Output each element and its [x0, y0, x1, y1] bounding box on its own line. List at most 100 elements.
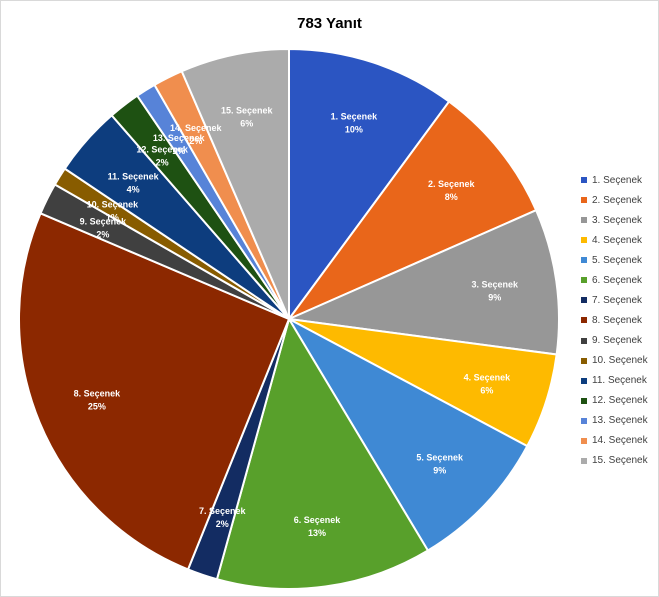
pie-slice [285, 208, 560, 356]
slice-label-percent: 2% [96, 229, 109, 239]
legend-label: 8. Seçenek [592, 314, 643, 326]
slice-label: 7. Seçenek 2% [199, 506, 247, 529]
slice-label-name: 12. Seçenek [136, 144, 189, 154]
legend-item: 2. Seçenek [581, 190, 648, 210]
slice-label: 14. Seçenek 2% [170, 123, 223, 146]
slice-label: 4. Seçenek 6% [464, 373, 512, 396]
legend-label: 9. Seçenek [592, 335, 643, 347]
slice-label: 2. Seçenek 8% [428, 179, 476, 202]
slice-label-percent: 10% [345, 125, 363, 135]
slice-label: 10. Seçenek 1% [87, 199, 140, 222]
slice-label: 9. Seçenek 2% [80, 216, 128, 239]
legend-label: 12. Seçenek [592, 395, 648, 407]
legend-swatch-icon [581, 337, 587, 344]
slice-label-name: 9. Seçenek [80, 216, 128, 226]
slice-label-name: 7. Seçenek [199, 506, 247, 516]
legend-item: 15. Seçenek [581, 451, 648, 471]
legend-label: 2. Seçenek [592, 194, 643, 206]
legend-swatch-icon [581, 317, 587, 324]
pie-slice [18, 212, 291, 571]
legend-swatch-icon [581, 357, 587, 364]
legend-item: 5. Seçenek [581, 250, 648, 270]
legend-label: 10. Seçenek [592, 355, 648, 367]
slice-label-name: 11. Seçenek [108, 172, 160, 182]
slice-label: 15. Seçenek 6% [221, 105, 274, 128]
legend-swatch-icon [581, 177, 587, 184]
slice-label-percent: 1% [106, 212, 119, 222]
legend-label: 4. Seçenek [592, 234, 643, 246]
slice-label-percent: 6% [240, 118, 253, 128]
legend-swatch-icon [581, 377, 587, 384]
legend-swatch-icon [581, 297, 587, 304]
legend-label: 1. Seçenek [592, 174, 643, 186]
slice-label: 11. Seçenek 4% [108, 172, 160, 195]
legend-item: 9. Seçenek [581, 331, 648, 351]
legend-item: 12. Seçenek [581, 391, 648, 411]
legend-swatch-icon [581, 217, 587, 224]
slice-label-percent: 9% [488, 293, 501, 303]
legend-item: 14. Seçenek [581, 431, 648, 451]
chart-title: 783 Yanıt [297, 15, 362, 32]
slice-label-name: 8. Seçenek [74, 389, 122, 399]
legend-label: 11. Seçenek [592, 375, 647, 387]
slice-label: 8. Seçenek 25% [74, 389, 122, 412]
slice-label-percent: 4% [127, 185, 140, 195]
pie-slice [286, 316, 529, 552]
legend-item: 10. Seçenek [581, 351, 648, 371]
legend-label: 3. Seçenek [592, 214, 643, 226]
pie-slice [285, 100, 538, 322]
legend-swatch-icon [581, 397, 587, 404]
legend-label: 5. Seçenek [592, 254, 643, 266]
pie-chart: 1. Seçenek 10% 2. Seçenek 8% 3. Seçenek 9% 4. … [18, 47, 560, 590]
legend-item: 7. Seçenek [581, 290, 648, 310]
slice-label-percent: 2% [216, 519, 229, 529]
legend-item: 13. Seçenek [581, 411, 648, 431]
slice-label-percent: 8% [445, 192, 458, 202]
legend-item: 11. Seçenek [581, 371, 648, 391]
legend-item: 4. Seçenek [581, 230, 648, 250]
slice-label-name: 1. Seçenek [331, 112, 379, 122]
slice-label: 5. Seçenek 9% [416, 452, 464, 475]
slice-label-percent: 25% [88, 402, 106, 412]
slice-label-percent: 9% [433, 465, 446, 475]
legend-label: 15. Seçenek [592, 455, 648, 467]
slice-label-percent: 2% [189, 136, 202, 146]
legend-swatch-icon [581, 417, 587, 424]
legend-item: 1. Seçenek [581, 170, 648, 190]
legend-item: 6. Seçenek [581, 270, 648, 290]
slice-label-percent: 6% [480, 386, 493, 396]
slice-label-name: 14. Seçenek [170, 123, 223, 133]
legend-label: 6. Seçenek [592, 274, 643, 286]
legend-swatch-icon [581, 457, 587, 464]
legend-swatch-icon [581, 197, 587, 204]
pie-slice [215, 316, 430, 590]
slice-label-name: 15. Seçenek [221, 105, 274, 115]
slice-label-percent: 1% [172, 146, 185, 156]
legend-label: 13. Seçenek [592, 415, 648, 427]
slice-label-name: 3. Seçenek [472, 280, 520, 290]
legend: 1. Seçenek 2. Seçenek 3. Seçenek 4. Seçe… [581, 170, 648, 471]
slice-label: 13. Seçenek 1% [153, 133, 206, 156]
slice-label-name: 10. Seçenek [87, 199, 140, 209]
slice-label-name: 4. Seçenek [464, 373, 512, 383]
pie-slice [180, 47, 290, 320]
legend-item: 8. Seçenek [581, 310, 648, 330]
pie-slice [288, 47, 451, 323]
legend-label: 14. Seçenek [592, 435, 648, 447]
slice-label: 3. Seçenek 9% [472, 280, 520, 303]
slice-label-name: 2. Seçenek [428, 179, 476, 189]
legend-swatch-icon [581, 437, 587, 444]
slice-label: 12. Seçenek 2% [136, 144, 189, 167]
slice-label: 6. Seçenek 13% [294, 515, 342, 538]
legend-label: 7. Seçenek [592, 294, 643, 306]
legend-swatch-icon [581, 277, 587, 284]
slice-label: 1. Seçenek 10% [331, 112, 379, 135]
slice-label-percent: 2% [156, 157, 169, 167]
legend-item: 3. Seçenek [581, 210, 648, 230]
legend-swatch-icon [581, 257, 587, 264]
slice-label-name: 13. Seçenek [153, 133, 206, 143]
legend-swatch-icon [581, 237, 587, 244]
slice-label-name: 6. Seçenek [294, 515, 342, 525]
slice-label-percent: 13% [308, 528, 326, 538]
